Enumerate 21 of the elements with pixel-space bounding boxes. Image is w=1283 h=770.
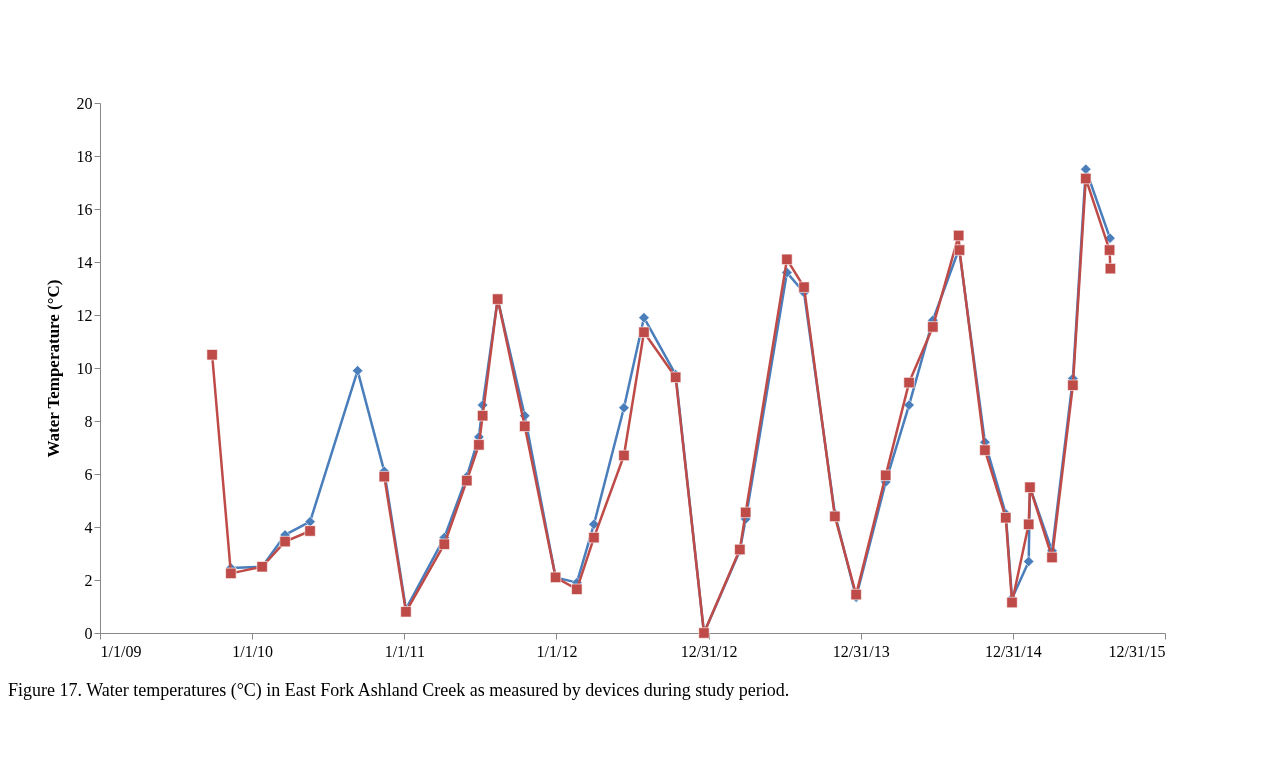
y-tick-label: 2 xyxy=(84,571,93,589)
y-axis-title: Water Temperature (°C) xyxy=(43,279,63,458)
x-tick-label: 1/1/09 xyxy=(100,642,142,660)
x-tick-label: 12/31/14 xyxy=(984,642,1042,660)
x-tick-label: 12/31/12 xyxy=(680,642,738,660)
y-tick-label: 6 xyxy=(84,465,93,483)
y-tick-label: 18 xyxy=(76,147,93,165)
y-tick-label: 10 xyxy=(76,359,93,377)
y-tick-label: 20 xyxy=(76,94,93,112)
caption: Figure 17. Water temperatures (°C) in East Fork Ashland Creek as measured by devices during study period. xyxy=(8,679,791,702)
y-tick-label: 12 xyxy=(76,306,93,324)
x-tick-label: 1/1/11 xyxy=(384,642,425,660)
y-tick-label: 8 xyxy=(84,412,93,430)
x-tick-label: 1/1/12 xyxy=(536,642,578,660)
y-tick-label: 4 xyxy=(84,518,93,536)
y-tick-label: 14 xyxy=(76,253,93,271)
y-tick-label: 16 xyxy=(76,200,93,218)
y-tick-label: 0 xyxy=(84,624,93,642)
x-tick-label: 12/31/13 xyxy=(832,642,890,660)
x-tick-label: 12/31/15 xyxy=(1108,642,1166,660)
x-tick-label: 1/1/10 xyxy=(232,642,274,660)
